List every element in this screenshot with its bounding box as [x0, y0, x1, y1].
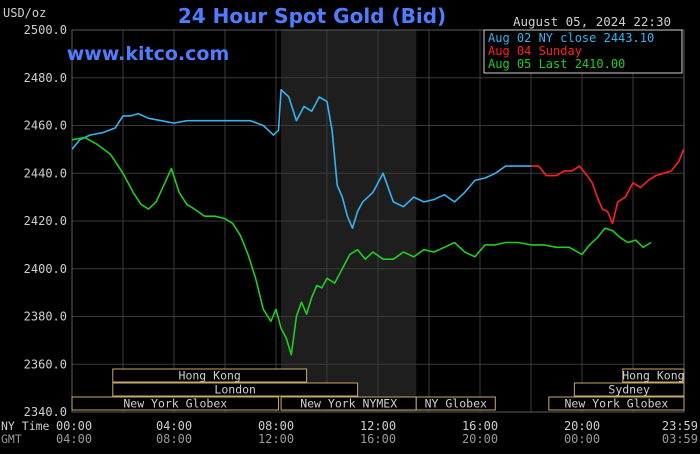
- x-tick-label-gmt: 03:59: [662, 432, 698, 446]
- x-tick-label-gmt: 12:00: [258, 432, 294, 446]
- y-tick-label: 2360.0: [24, 357, 67, 371]
- session-box: [622, 368, 685, 383]
- y-tick-label: 2460.0: [24, 119, 67, 133]
- watermark: www.kitco.com: [67, 43, 230, 65]
- legend-box: [483, 29, 683, 74]
- legend: Aug 02 NY close 2443.10 Aug 04 Sunday Au…: [483, 29, 683, 74]
- grid-lines: [71, 29, 685, 413]
- x-tick-label-ny: 12:00: [360, 419, 396, 433]
- chart-title: 24 Hour Spot Gold (Bid): [178, 4, 446, 28]
- session-label: Sydney: [608, 383, 650, 397]
- y-tick-label: 2500.0: [24, 23, 67, 37]
- gmt-label: GMT: [1, 432, 22, 446]
- session-label: New York Globex: [123, 397, 227, 411]
- x-tick-label-ny: 04:00: [156, 419, 192, 433]
- session-box: [112, 382, 359, 397]
- x-tick-label-gmt: 16:00: [360, 432, 396, 446]
- series-line-aug04: [531, 149, 685, 225]
- session-label: Hong Kong: [622, 369, 684, 383]
- y-axis-unit: USD/oz: [3, 6, 46, 20]
- y-tick-label: 2440.0: [24, 166, 67, 180]
- legend-entry-aug04: Aug 04 Sunday: [488, 44, 582, 58]
- series-line-aug02: [71, 88, 531, 229]
- legend-entry-aug05: Aug 05 Last 2410.00: [488, 57, 625, 71]
- x-tick-labels: 00:00 04:00 08:00 12:00 16:00 20:00 23:5904:00…: [56, 419, 698, 446]
- session-box: [573, 382, 685, 397]
- series-line-aug05: [71, 136, 652, 356]
- session-box: [71, 396, 280, 411]
- chart-datetime: August 05, 2024 22:30: [513, 14, 671, 29]
- session-box: [548, 396, 685, 411]
- x-tick-label-gmt: 00:00: [564, 432, 600, 446]
- x-tick-label-gmt: 08:00: [156, 432, 192, 446]
- session-label: New York Globex: [564, 397, 668, 411]
- y-tick-label: 2340.0: [24, 405, 67, 419]
- price-series: [71, 88, 685, 356]
- session-label: NY Globex: [425, 397, 487, 411]
- x-tick-label-ny: 16:00: [462, 419, 498, 433]
- x-tick-label-ny: 20:00: [564, 419, 600, 433]
- y-tick-label: 2420.0: [24, 214, 67, 228]
- session-label: London: [214, 383, 256, 397]
- x-tick-label-gmt: 20:00: [462, 432, 498, 446]
- session-box: [112, 368, 308, 383]
- session-box: [415, 396, 496, 411]
- y-tick-labels: 2500.0 2480.0 2460.0 2440.0 2420.0 2400.0 2380…: [24, 23, 67, 419]
- y-tick-label: 2480.0: [24, 71, 67, 85]
- plot-frame: [71, 29, 685, 413]
- x-tick-label-gmt: 04:00: [56, 432, 92, 446]
- y-tick-label: 2400.0: [24, 262, 67, 276]
- ny-time-label: NY Time: [1, 419, 50, 433]
- session-label: Hong Kong: [179, 369, 241, 383]
- y-tick-label: 2380.0: [24, 310, 67, 324]
- session-label: New York NYMEX: [300, 397, 397, 411]
- legend-entry-aug02: Aug 02 NY close 2443.10: [488, 31, 654, 45]
- x-tick-label-ny: 23:59: [662, 419, 698, 433]
- x-tick-label-ny: 00:00: [56, 419, 92, 433]
- x-tick-label-ny: 08:00: [258, 419, 294, 433]
